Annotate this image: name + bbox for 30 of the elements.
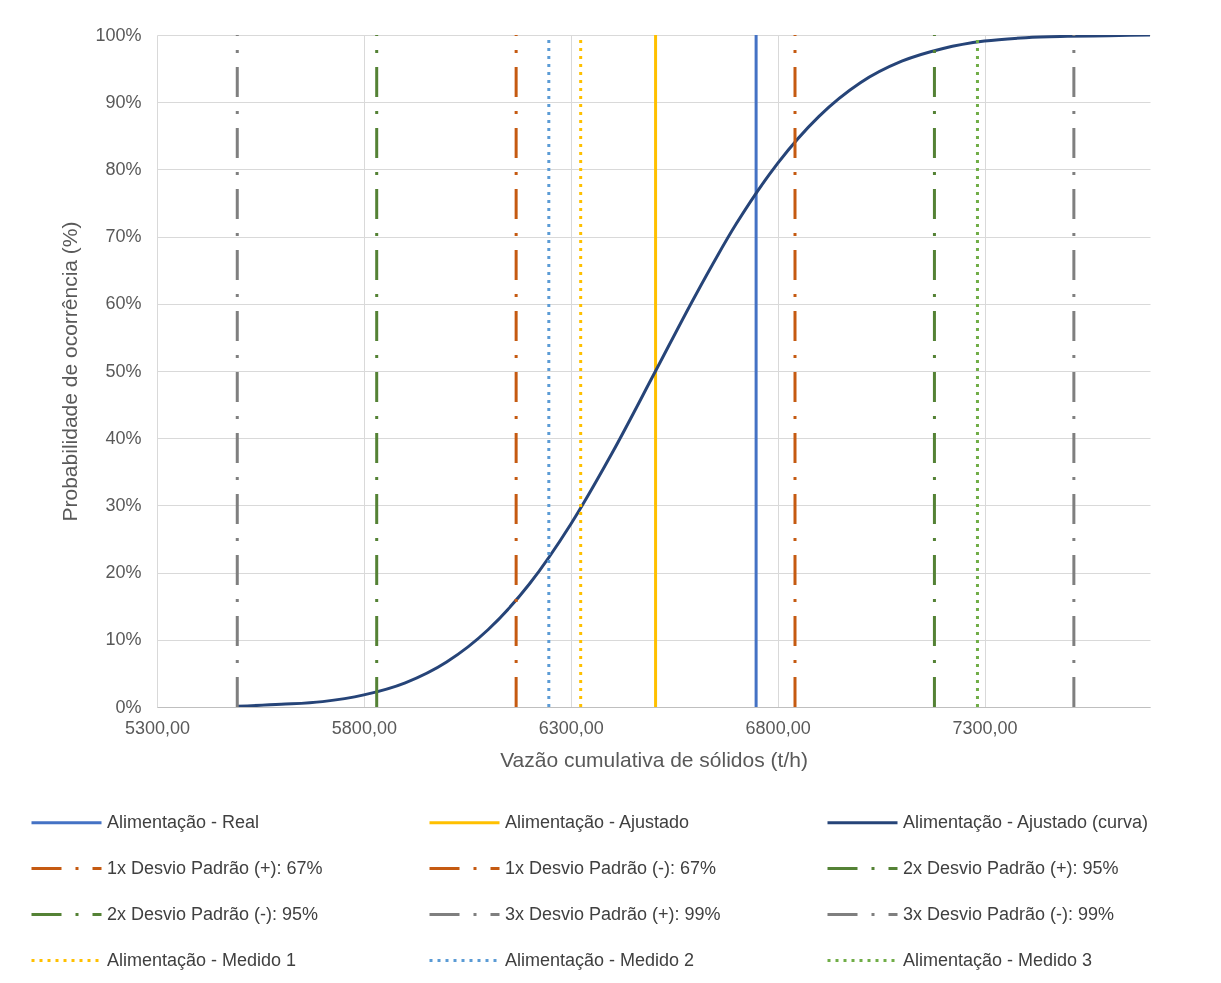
- y-tick-label: 10%: [105, 629, 142, 650]
- y-tick-label: 20%: [105, 562, 142, 583]
- x-tick-label: 5800,00: [331, 717, 397, 738]
- legend-label: Alimentação - Ajustado: [505, 811, 690, 832]
- legend-label: Alimentação - Medido 3: [903, 949, 1093, 970]
- legend-label: Alimentação - Ajustado (curva): [903, 811, 1149, 832]
- y-tick-label: 0%: [115, 696, 142, 717]
- legend-label: 3x Desvio Padrão (+): 99%: [505, 903, 721, 924]
- y-tick-label: 90%: [105, 91, 142, 112]
- y-tick-label: 30%: [105, 494, 142, 515]
- legend-label: 1x Desvio Padrão (-): 67%: [505, 857, 717, 878]
- x-tick-label: 6300,00: [538, 717, 604, 738]
- y-tick-label: 70%: [105, 226, 142, 247]
- x-tick-label: 6800,00: [745, 717, 811, 738]
- legend-label: 2x Desvio Padrão (+): 95%: [903, 857, 1119, 878]
- legend-label: 2x Desvio Padrão (-): 95%: [107, 903, 319, 924]
- y-tick-label: 80%: [105, 158, 142, 179]
- y-axis-title: Probabilidade de ocorrência (%): [58, 221, 82, 522]
- legend-label: 3x Desvio Padrão (-): 99%: [903, 903, 1115, 924]
- x-tick-label: 7300,00: [952, 717, 1018, 738]
- x-tick-label: 5300,00: [124, 717, 191, 738]
- legend-label: Alimentação - Medido 2: [505, 949, 695, 970]
- legend-label: 1x Desvio Padrão (+): 67%: [107, 857, 323, 878]
- y-tick-label: 100%: [95, 24, 142, 45]
- legend-label: Alimentação - Medido 1: [107, 949, 297, 970]
- x-axis-title: Vazão cumulativa de sólidos (t/h): [500, 747, 808, 771]
- legend-label: Alimentação - Real: [107, 811, 260, 832]
- y-tick-label: 40%: [105, 427, 142, 448]
- y-tick-label: 50%: [105, 360, 142, 381]
- y-tick-label: 60%: [105, 293, 142, 314]
